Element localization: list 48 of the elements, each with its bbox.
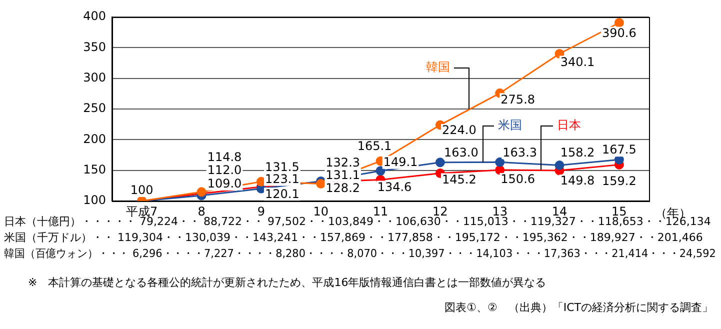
point <box>614 18 624 28</box>
y-tick-label: 400 <box>83 9 106 24</box>
text: 米国（千万ドル）・・ 119,304・・130,039・・143,241・・157,869・・177,858・・195,172・・195,362・・189,927・・201,466 <box>4 231 703 245</box>
y-tick-label: 250 <box>83 101 106 116</box>
y-tick-label: 350 <box>83 40 106 54</box>
data-label: 224.0 <box>442 123 476 138</box>
data-label: 134.6 <box>377 180 412 194</box>
data-label: 145.2 <box>442 172 476 186</box>
text: ※ 本計算の基礎となる各種公的統計が更新されたため、平成16年版情報通信白書とは一部数値が異なる <box>28 276 546 290</box>
data-label: 112.0 <box>207 162 242 177</box>
x-tick-label: 11 <box>372 204 388 218</box>
point <box>495 157 505 167</box>
data-label: 120.1 <box>264 186 300 201</box>
data-label: 159.2 <box>602 174 636 188</box>
data-label: 149.1 <box>383 155 418 170</box>
data-label: 340.1 <box>560 54 595 69</box>
text: 米国 <box>498 118 522 132</box>
data-label: 163.0 <box>444 145 478 160</box>
text: 日本 <box>557 118 581 132</box>
data-label: 131.5 <box>264 160 300 174</box>
data-label: 165.1 <box>357 139 392 154</box>
x-tick-label: 9 <box>257 204 265 218</box>
data-label: 131.1 <box>326 168 360 182</box>
point <box>376 166 386 176</box>
data-label: 150.6 <box>500 172 536 186</box>
data-label: 114.8 <box>207 150 242 164</box>
y-tick-label: 300 <box>83 70 106 84</box>
y-tick-label: 200 <box>83 132 106 146</box>
x-tick-label: 8 <box>198 204 206 218</box>
data-label: 158.2 <box>560 145 595 160</box>
point <box>554 160 564 170</box>
data-label: 163.3 <box>502 145 538 160</box>
data-label: 275.8 <box>500 92 536 106</box>
data-label: 167.5 <box>602 142 636 157</box>
data-label: 128.2 <box>326 180 360 195</box>
text: 韓国 <box>426 60 450 74</box>
data-label: 100 <box>130 183 154 198</box>
point <box>435 158 445 168</box>
x-tick-label: 10 <box>313 204 328 218</box>
y-tick-label: 100 <box>83 193 106 208</box>
data-label: 109.0 <box>207 176 242 191</box>
data-label: 132.3 <box>326 155 360 170</box>
data-label: 390.6 <box>602 26 636 40</box>
y-tick-label: 150 <box>83 162 106 176</box>
data-label: 149.8 <box>560 174 595 188</box>
data-label: 123.1 <box>264 172 300 186</box>
text: 図表①、② （出典）「ICTの経済分析に関する調査」 <box>444 301 713 315</box>
text: 韓国（百億ウォン）・・・ 6,296・・・・7,227・・・・8,280・・・・8,070・・・10,397・・・14,103・・・17,363・・・21,414・・・24,592 <box>4 247 716 261</box>
